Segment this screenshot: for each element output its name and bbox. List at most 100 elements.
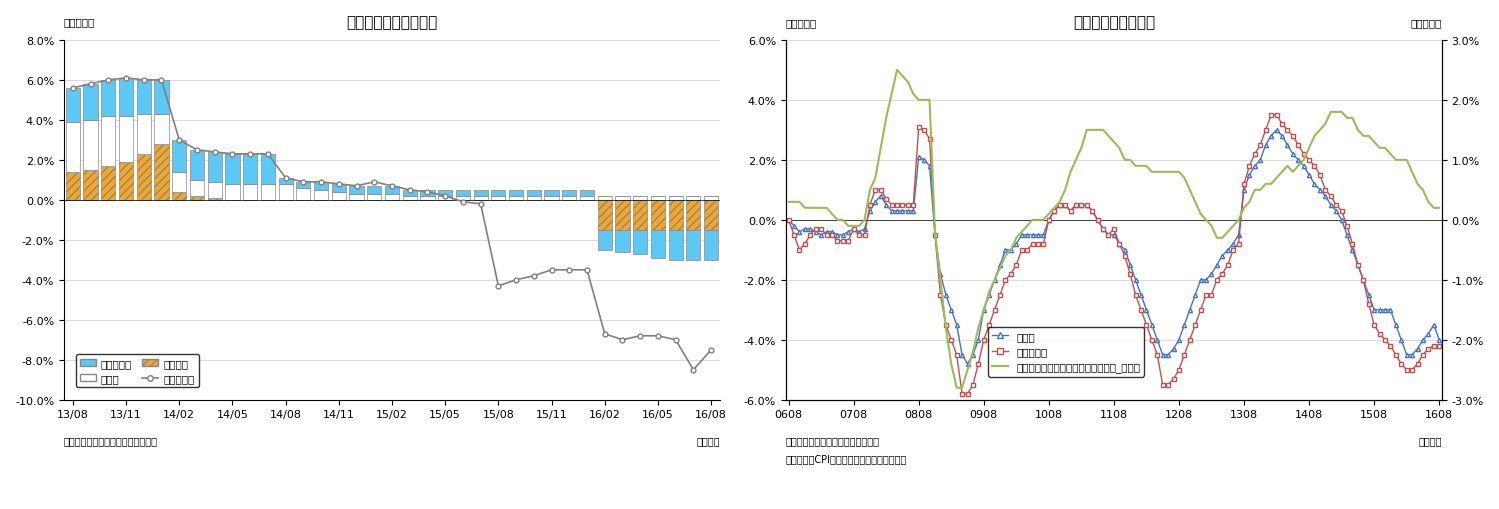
Bar xyxy=(207,182,222,199)
Bar xyxy=(562,190,577,196)
Title: 最終財と消費者物価: 最終財と消費者物価 xyxy=(1073,15,1154,30)
Bar xyxy=(154,81,168,115)
Bar xyxy=(297,188,310,201)
Bar xyxy=(580,190,594,196)
Bar xyxy=(279,184,292,201)
Text: （注）コアCPI上昇率は消費税の影響を除く: （注）コアCPI上昇率は消費税の影響を除く xyxy=(785,453,907,463)
Legend: 最終財, うち消費財, 消費者物価（生鮮食品を除く総合）_右目盛: 最終財, うち消費財, 消費者物価（生鮮食品を除く総合）_右目盛 xyxy=(988,327,1144,377)
Bar xyxy=(633,231,648,254)
Bar xyxy=(598,196,612,201)
Bar xyxy=(526,196,541,201)
Bar xyxy=(66,173,79,201)
Bar xyxy=(136,155,151,201)
Bar xyxy=(385,194,399,201)
Text: （月次）: （月次） xyxy=(697,435,720,445)
Bar xyxy=(456,190,471,196)
Bar xyxy=(633,196,648,201)
Bar xyxy=(492,196,505,201)
Text: （資料）日本銀行「企業物価指数」: （資料）日本銀行「企業物価指数」 xyxy=(785,435,880,445)
Bar xyxy=(243,155,258,184)
Bar xyxy=(562,196,577,201)
Bar xyxy=(172,173,186,192)
Bar xyxy=(687,201,700,231)
Bar xyxy=(349,194,364,201)
Text: （資料）日本銀行「企業物価指数」: （資料）日本銀行「企業物価指数」 xyxy=(64,435,157,445)
Bar xyxy=(420,196,435,201)
Bar xyxy=(225,184,240,201)
Bar xyxy=(261,184,274,201)
Bar xyxy=(118,117,133,162)
Bar xyxy=(313,182,328,190)
Bar xyxy=(190,151,204,181)
Text: （前年比）: （前年比） xyxy=(1411,18,1442,29)
Bar xyxy=(190,181,204,196)
Bar xyxy=(367,186,381,194)
Bar xyxy=(385,186,399,194)
Text: （前年比）: （前年比） xyxy=(64,17,96,27)
Bar xyxy=(313,190,328,201)
Bar xyxy=(207,153,222,182)
Bar xyxy=(492,190,505,196)
Bar xyxy=(66,123,79,173)
Bar xyxy=(474,196,487,201)
Bar xyxy=(190,196,204,201)
Bar xyxy=(367,194,381,201)
Bar xyxy=(66,89,79,123)
Bar xyxy=(154,115,168,145)
Bar xyxy=(136,81,151,115)
Bar xyxy=(102,166,115,201)
Bar xyxy=(102,117,115,166)
Bar xyxy=(544,190,559,196)
Text: （前年比）: （前年比） xyxy=(785,18,817,29)
Bar xyxy=(474,190,487,196)
Bar xyxy=(526,190,541,196)
Bar xyxy=(598,231,612,250)
Bar xyxy=(669,231,682,260)
Legend: 最終消費財, 中間財, 素原材料, 国内需要財: 最終消費財, 中間財, 素原材料, 国内需要財 xyxy=(76,354,199,387)
Bar xyxy=(456,196,471,201)
Bar xyxy=(510,196,523,201)
Bar xyxy=(154,145,168,201)
Bar xyxy=(705,201,718,231)
Bar xyxy=(616,231,630,252)
Bar xyxy=(544,196,559,201)
Bar xyxy=(172,140,186,173)
Bar xyxy=(102,81,115,117)
Bar xyxy=(118,79,133,117)
Bar xyxy=(510,190,523,196)
Bar xyxy=(687,196,700,201)
Bar xyxy=(616,196,630,201)
Bar xyxy=(207,199,222,201)
Bar xyxy=(136,115,151,155)
Bar xyxy=(669,196,682,201)
Bar xyxy=(705,231,718,260)
Bar xyxy=(243,184,258,201)
Bar xyxy=(172,192,186,201)
Bar xyxy=(438,190,453,196)
Bar xyxy=(651,201,666,231)
Bar xyxy=(580,196,594,201)
Bar xyxy=(331,184,346,192)
Bar xyxy=(687,231,700,260)
Bar xyxy=(84,121,97,171)
Bar xyxy=(118,162,133,201)
Bar xyxy=(705,196,718,201)
Bar xyxy=(349,186,364,194)
Bar xyxy=(651,196,666,201)
Bar xyxy=(261,155,274,184)
Bar xyxy=(633,201,648,231)
Bar xyxy=(403,190,417,196)
Bar xyxy=(297,182,310,188)
Title: 国内需要財の要因分解: 国内需要財の要因分解 xyxy=(346,15,438,30)
Bar xyxy=(616,201,630,231)
Bar xyxy=(84,84,97,121)
Bar xyxy=(279,179,292,184)
Bar xyxy=(438,196,453,201)
Bar xyxy=(84,171,97,201)
Bar xyxy=(420,190,435,196)
Bar xyxy=(669,201,682,231)
Bar xyxy=(403,196,417,201)
Text: （月次）: （月次） xyxy=(1418,435,1442,445)
Bar xyxy=(331,192,346,201)
Bar xyxy=(225,155,240,184)
